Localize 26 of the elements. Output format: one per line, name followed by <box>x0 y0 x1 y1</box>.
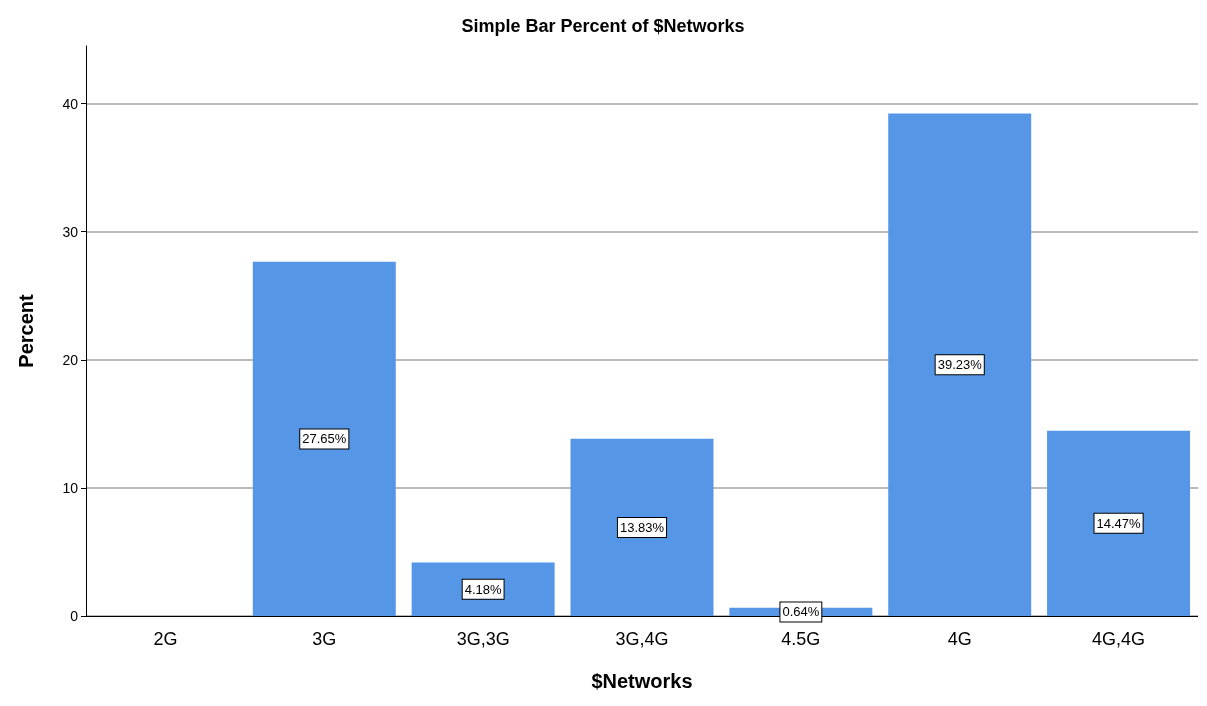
y-tick-label: 10 <box>62 479 79 496</box>
x-tick-label: 4.5G <box>781 629 821 649</box>
y-tick-label: 40 <box>62 95 79 112</box>
x-tick-label: 4G,4G <box>1092 629 1146 649</box>
y-tick-label: 30 <box>62 223 79 240</box>
y-tick-label: 20 <box>62 351 79 368</box>
x-tick-label: 3G <box>312 629 337 649</box>
x-tick-label: 2G <box>153 629 178 649</box>
y-tick-label: 0 <box>70 608 79 624</box>
bar <box>411 562 555 616</box>
data-label: 39.23% <box>937 357 983 373</box>
x-tick-label: 4G <box>947 629 972 649</box>
data-label: 13.83% <box>619 519 665 535</box>
data-label: 14.47% <box>1096 515 1142 531</box>
data-label: 27.65% <box>302 431 347 447</box>
x-tick-label: 3G,3G <box>456 629 510 649</box>
y-axis-title: Percent <box>15 293 37 368</box>
chart-title: Simple Bar Percent of $Networks <box>461 16 745 36</box>
bar <box>252 261 396 616</box>
x-tick-label: 3G,4G <box>615 629 669 649</box>
bar <box>570 438 714 616</box>
x-axis-title: $Networks <box>591 670 693 692</box>
bar <box>888 113 1032 616</box>
bar <box>1047 430 1191 616</box>
data-label: 4.18% <box>464 581 503 597</box>
data-label: 0.64% <box>782 604 820 620</box>
